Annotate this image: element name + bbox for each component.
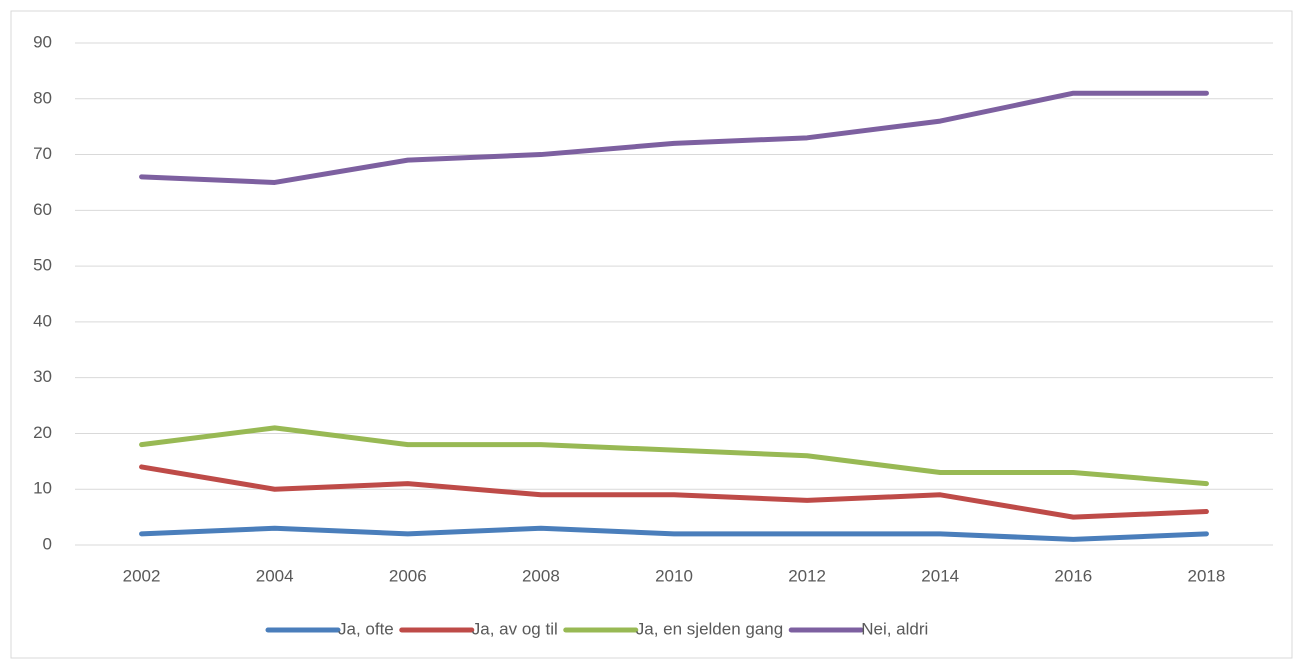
series-line bbox=[139, 425, 1209, 487]
x-tick-label: 2002 bbox=[123, 566, 161, 585]
x-tick-label: 2012 bbox=[788, 566, 826, 585]
y-tick-label: 50 bbox=[33, 256, 52, 275]
legend-label: Ja, ofte bbox=[338, 619, 394, 638]
y-tick-label: 30 bbox=[33, 367, 52, 386]
y-tick-label: 60 bbox=[33, 200, 52, 219]
y-tick-label: 80 bbox=[33, 88, 52, 107]
legend-label: Ja, av og til bbox=[472, 619, 558, 638]
y-tick-label: 20 bbox=[33, 423, 52, 442]
x-tick-label: 2010 bbox=[655, 566, 693, 585]
series-line bbox=[139, 90, 1209, 185]
series-line bbox=[139, 464, 1209, 520]
series-line bbox=[139, 525, 1209, 542]
chart-border bbox=[10, 10, 1293, 659]
y-tick-label: 40 bbox=[33, 311, 52, 330]
x-tick-label: 2008 bbox=[522, 566, 560, 585]
x-tick-label: 2006 bbox=[389, 566, 427, 585]
y-tick-label: 10 bbox=[33, 479, 52, 498]
x-tick-label: 2018 bbox=[1188, 566, 1226, 585]
legend-label: Ja, en sjelden gang bbox=[636, 619, 783, 638]
legend-label: Nei, aldri bbox=[861, 619, 928, 638]
y-tick-label: 70 bbox=[33, 144, 52, 163]
y-tick-label: 90 bbox=[33, 32, 52, 51]
y-tick-label: 0 bbox=[43, 534, 52, 553]
x-tick-label: 2004 bbox=[256, 566, 294, 585]
x-tick-label: 2016 bbox=[1054, 566, 1092, 585]
x-tick-label: 2014 bbox=[921, 566, 959, 585]
